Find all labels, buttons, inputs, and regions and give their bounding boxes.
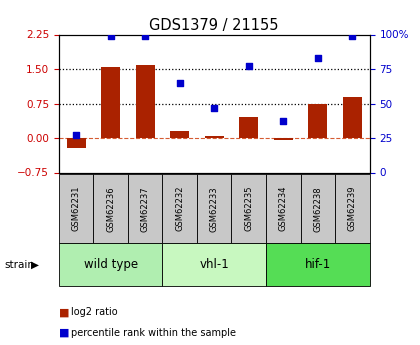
- Point: [142, 33, 149, 39]
- Text: GSM62239: GSM62239: [348, 186, 357, 231]
- Point: [107, 33, 114, 39]
- Text: strain: strain: [4, 260, 34, 270]
- Bar: [101, 67, 120, 138]
- Text: GSM62238: GSM62238: [313, 186, 322, 231]
- Text: GSM62236: GSM62236: [106, 186, 115, 231]
- Text: log2 ratio: log2 ratio: [71, 307, 118, 317]
- Bar: [205, 136, 224, 138]
- Text: wild type: wild type: [84, 258, 138, 271]
- Point: [211, 105, 218, 110]
- Text: ■: ■: [59, 307, 69, 317]
- Text: ▶: ▶: [31, 260, 39, 270]
- Text: GSM62237: GSM62237: [141, 186, 150, 231]
- Text: GSM62231: GSM62231: [71, 186, 81, 231]
- Text: hif-1: hif-1: [304, 258, 331, 271]
- Point: [245, 63, 252, 69]
- Bar: [343, 97, 362, 138]
- Bar: [274, 138, 293, 140]
- Point: [349, 33, 356, 39]
- Title: GDS1379 / 21155: GDS1379 / 21155: [150, 18, 279, 33]
- Point: [176, 80, 183, 86]
- Point: [280, 119, 286, 124]
- Text: GSM62232: GSM62232: [175, 186, 184, 231]
- Text: GSM62233: GSM62233: [210, 186, 219, 231]
- Point: [73, 132, 79, 138]
- Bar: [66, 138, 86, 148]
- Text: GSM62234: GSM62234: [279, 186, 288, 231]
- Bar: [170, 131, 189, 138]
- Bar: [239, 117, 258, 138]
- Text: GSM62235: GSM62235: [244, 186, 253, 231]
- Text: percentile rank within the sample: percentile rank within the sample: [71, 328, 236, 338]
- Text: ■: ■: [59, 328, 69, 338]
- Point: [315, 55, 321, 61]
- Text: vhl-1: vhl-1: [200, 258, 229, 271]
- Bar: [136, 65, 155, 138]
- Bar: [308, 104, 327, 138]
